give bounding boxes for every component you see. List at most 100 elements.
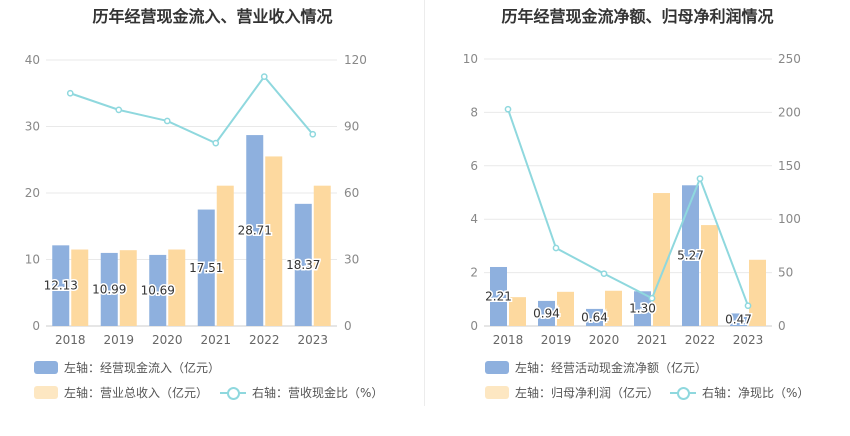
- bar-secondary: [216, 185, 234, 326]
- right-axis-tick-label: 250: [778, 52, 801, 66]
- ratio-point: [600, 270, 608, 278]
- ratio-point: [115, 106, 123, 114]
- ratio-point: [66, 89, 74, 97]
- right-axis-tick-label: 0: [344, 319, 352, 333]
- legend-item-inflow[interactable]: 左轴：经营现金流入（亿元）: [34, 359, 220, 376]
- bar-data-label: 12.13: [44, 279, 78, 293]
- left-axis-tick-label: 0: [470, 319, 478, 333]
- legend-item-revenue[interactable]: 左轴：营业总收入（亿元）: [34, 384, 208, 401]
- bar-data-label: 0.94: [533, 306, 560, 320]
- right-axis-tick-label: 0: [778, 319, 786, 333]
- bar-primary: [682, 185, 699, 326]
- bar-primary: [294, 203, 312, 326]
- ratio-point: [504, 105, 512, 113]
- ratio-point: [648, 294, 656, 302]
- legend-label: 左轴：营业总收入（亿元）: [64, 386, 209, 400]
- legend-label: 左轴：经营活动现金流净额（亿元）: [515, 361, 708, 375]
- x-axis-tick-label: 2020: [152, 333, 183, 347]
- legend-swatch-line: [220, 386, 246, 400]
- ratio-point: [552, 244, 560, 252]
- chart-title: 历年经营现金流净额、归母净利润情况: [501, 7, 774, 26]
- ratio-line: [507, 108, 749, 307]
- right-axis-tick-label: 60: [344, 186, 359, 200]
- legend-item-ratio[interactable]: 右轴：营收现金比（%）: [220, 384, 383, 401]
- bar-secondary: [605, 290, 622, 326]
- ratio-point: [696, 175, 704, 182]
- bar-data-label: 5.27: [677, 249, 704, 263]
- bar-data-label: 1.30: [629, 302, 656, 316]
- bar-primary: [246, 135, 264, 326]
- legend-item-net-cash-ratio[interactable]: 右轴：净现比（%）: [670, 384, 809, 401]
- left-axis-tick-label: 8: [470, 105, 478, 119]
- ratio-point: [309, 130, 317, 138]
- bar-primary: [586, 308, 603, 326]
- left-axis-tick-label: 2: [470, 266, 478, 280]
- bar-primary: [197, 209, 215, 326]
- right-axis-tick-label: 120: [344, 53, 367, 67]
- bar-primary: [149, 254, 167, 326]
- bar-secondary: [509, 297, 526, 326]
- x-axis-tick-label: 2019: [103, 333, 134, 347]
- right-axis-tick-label: 150: [778, 159, 801, 173]
- chart-title: 历年经营现金流入、营业收入情况: [92, 7, 333, 26]
- bar-primary: [538, 300, 555, 326]
- bar-primary: [100, 252, 118, 326]
- left-axis-tick-label: 4: [470, 212, 478, 226]
- bar-secondary: [313, 185, 331, 326]
- ratio-point: [212, 139, 220, 147]
- bar-secondary: [557, 291, 574, 326]
- bar-secondary: [168, 249, 186, 326]
- legend-label: 左轴：经营现金流入（亿元）: [64, 361, 221, 375]
- legend-swatch-line: [670, 386, 696, 400]
- x-axis-tick-label: 2018: [493, 333, 524, 347]
- right-axis-tick-label: 30: [344, 253, 359, 267]
- bar-secondary: [71, 249, 89, 326]
- x-axis-tick-label: 2023: [297, 333, 328, 347]
- x-axis-tick-label: 2020: [589, 333, 620, 347]
- left-axis-tick-label: 30: [25, 120, 40, 134]
- ratio-line: [69, 75, 314, 145]
- left-axis-tick-label: 6: [470, 159, 478, 173]
- legend-swatch-bar: [34, 386, 58, 399]
- bar-secondary: [749, 259, 766, 326]
- right-axis-tick-label: 100: [778, 212, 801, 226]
- bar-secondary: [119, 250, 137, 326]
- x-axis-tick-label: 2018: [55, 333, 86, 347]
- legend-swatch-bar: [485, 361, 509, 374]
- bar-primary: [490, 266, 507, 326]
- x-axis-tick-label: 2023: [733, 333, 764, 347]
- right-axis-tick-label: 90: [344, 120, 359, 134]
- bar-data-label: 0.64: [581, 310, 608, 324]
- bar-data-label: 18.37: [286, 258, 320, 272]
- chart-panel-cashflow-revenue: 历年经营现金流入、营业收入情况 0 10 20 30 40 0 30 60 90 120 2018 2…: [25, 7, 384, 401]
- legend-item-net-cashflow[interactable]: 左轴：经营活动现金流净额（亿元）: [485, 359, 707, 376]
- bar-primary: [52, 245, 70, 326]
- right-axis-tick-label: 200: [778, 105, 801, 119]
- legend-label: 右轴：营收现金比（%）: [252, 386, 384, 400]
- x-axis-tick-label: 2021: [637, 333, 668, 347]
- right-axis-tick-label: 50: [778, 266, 793, 280]
- ratio-point: [744, 302, 752, 310]
- bar-secondary: [265, 156, 283, 326]
- x-axis-tick-label: 2021: [200, 333, 231, 347]
- legend-label: 右轴：净现比（%）: [702, 386, 810, 400]
- bar-data-label: 0.47: [725, 313, 752, 327]
- left-axis-tick-label: 0: [32, 319, 40, 333]
- bar-data-label: 10.99: [92, 282, 126, 296]
- legend-label: 左轴：归母净利润（亿元）: [515, 386, 660, 400]
- chart-panel-netcash-profit: 历年经营现金流净额、归母净利润情况 0 2 4 6 8 10 0 50 100 150 200 250…: [425, 0, 850, 436]
- x-axis-tick-label: 2019: [541, 333, 572, 347]
- legend-item-net-profit[interactable]: 左轴：归母净利润（亿元）: [485, 384, 659, 401]
- left-axis-tick-label: 40: [25, 53, 40, 67]
- bar-data-label: 17.51: [189, 261, 223, 275]
- ratio-point: [260, 73, 268, 80]
- chart-plot: 0 10 20 30 40 0 30 60 90 120 2018 2019 2020 2021 2022 2…: [25, 53, 367, 347]
- x-axis-tick-label: 2022: [249, 333, 280, 347]
- bar-primary: [730, 313, 747, 326]
- legend-swatch-bar: [34, 361, 58, 374]
- left-axis-tick-label: 10: [463, 52, 478, 66]
- left-axis-tick-label: 20: [25, 186, 40, 200]
- bar-secondary: [701, 225, 718, 326]
- x-axis-tick-label: 2022: [685, 333, 716, 347]
